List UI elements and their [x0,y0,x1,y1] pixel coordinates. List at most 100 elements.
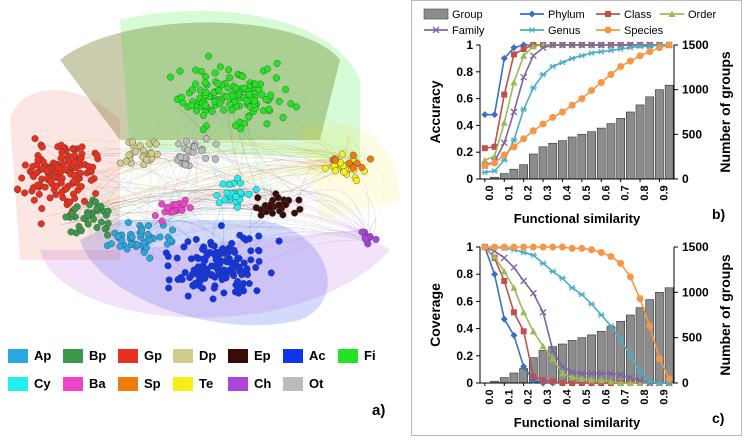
network-node-cy [213,191,221,199]
network-node-bp [84,211,92,219]
x-tick-label: 0.2 [523,185,535,200]
network-edge [183,159,205,218]
network-edge [211,200,255,244]
network-node-fi [215,87,223,95]
legend-item-gp: Gp [118,348,162,363]
point-genus [578,52,586,59]
network-node-ot [182,137,190,145]
network-edge [180,160,351,215]
network-node-fi [225,74,233,82]
network-node-fi [208,107,216,115]
point-order [510,284,518,291]
network-node-ac [165,284,173,292]
legend-label: Gp [144,348,163,363]
network-node-gp [57,141,65,149]
bar-group [519,164,528,180]
network-node-ep [295,196,303,204]
network-edge [265,159,329,204]
point-family [588,41,596,49]
network-node-gp [30,196,38,204]
network-node-ac [164,262,172,270]
legend-marker-species [604,26,612,34]
network-node-gp [84,162,92,170]
point-family [549,346,557,354]
point-species [665,41,673,49]
network-node-ac [212,248,220,256]
point-order [539,342,547,350]
network-node-fi [279,113,287,121]
network-edge [77,189,214,220]
point-genus [626,44,634,51]
point-class [491,143,498,150]
network-haze-5 [300,122,400,220]
point-family [549,41,557,49]
point-order [597,376,605,384]
point-species [481,243,489,251]
point-species [539,120,547,128]
point-genus [500,157,508,164]
legend-marker-order [668,10,676,17]
y2-tick-label: 0 [682,376,689,390]
network-node-gp [58,148,66,156]
network-node-ac [180,243,188,251]
point-species [520,243,528,251]
network-node-ac [181,269,189,277]
network-node-fi [176,67,184,75]
bar-group [538,146,548,180]
legend-swatch [8,376,28,391]
network-node-fi [243,97,251,105]
point-genus [597,312,605,318]
point-genus [646,43,654,50]
point-class [510,51,517,58]
network-edge [199,150,371,232]
y-tick-label: 1 [466,240,473,254]
network-edge [190,137,374,236]
network-node-ba [180,200,188,208]
network-node-te [338,150,346,158]
point-class [510,309,517,316]
point-genus [568,55,576,62]
network-edge [180,157,350,210]
point-genus [529,84,537,91]
network-node-gp [46,194,54,202]
point-species [607,253,615,261]
point-class [540,377,547,384]
x-tick-label: 0.1 [503,389,515,404]
network-edge [174,167,335,203]
bar-group [548,346,558,384]
network-node-ot [202,135,210,143]
network-node-dp [128,138,136,146]
x-tick-label: 0.2 [523,389,535,404]
legend-label-genus: Genus [548,25,581,37]
network-node-bp [89,215,97,223]
point-order [607,378,615,385]
legend-marker-phylum [528,10,536,18]
point-genus [549,63,557,70]
network-node-ap [133,241,141,249]
network-node-fi [211,69,219,77]
legend-swatch [283,348,303,363]
point-species [646,322,654,330]
network-node-bp [101,225,109,233]
network-node-sp [349,151,357,159]
network-node-ac [216,267,224,275]
x-tick-label: 0.5 [581,389,593,404]
network-node-fi [287,100,295,108]
legend-item-ch: Ch [228,376,271,391]
network-edge [100,164,338,219]
x-tick-label: 0.0 [484,389,496,404]
network-node-gp [21,189,29,197]
point-genus [617,46,625,52]
point-genus [539,260,547,267]
point-genus [617,336,625,343]
x-tick-label: 0.7 [620,389,632,404]
network-edge [237,200,304,245]
point-species [500,243,508,251]
network-node-ac [165,276,173,284]
point-species [626,57,634,65]
y-tick-label: 0 [466,376,473,390]
network-node-ap [123,245,131,253]
point-species [558,243,566,251]
network-node-ba [172,201,180,209]
x-tick-label: 0.9 [658,389,670,404]
